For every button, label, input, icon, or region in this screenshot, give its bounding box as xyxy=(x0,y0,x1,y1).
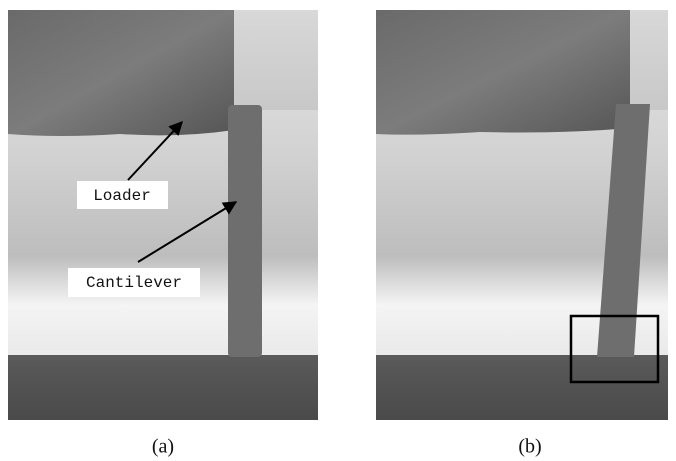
caption: (a) xyxy=(152,436,174,458)
loader xyxy=(376,10,630,135)
substrate xyxy=(376,355,668,420)
figure: Loader Cantilever (a) (b) xyxy=(0,0,676,461)
caption: (b) xyxy=(518,436,541,458)
loader xyxy=(8,10,234,136)
annotation: Cantilever xyxy=(86,274,182,292)
panel-b xyxy=(376,10,668,420)
panel-a: Loader Cantilever xyxy=(8,10,318,420)
substrate xyxy=(8,355,318,420)
cantilever xyxy=(228,105,262,357)
background xyxy=(626,10,668,110)
annotation: Loader xyxy=(93,187,151,205)
background xyxy=(232,10,318,110)
